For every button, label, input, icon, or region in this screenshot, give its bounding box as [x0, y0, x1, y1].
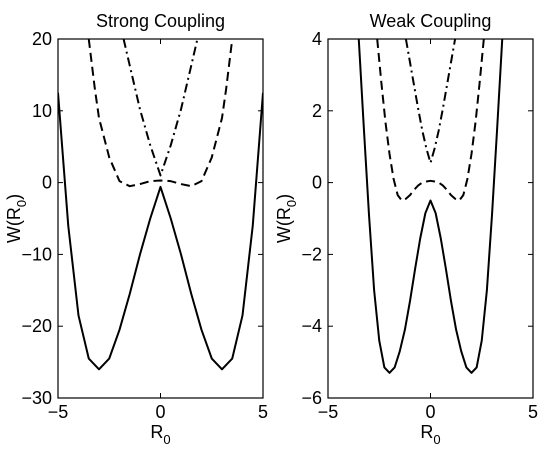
strong-series-dashdot-line	[122, 39, 199, 177]
strong-coupling-panel: −5 0 5 −30 −20 −10 0 10 20 Strong Coupling R0 W(R0)	[4, 11, 268, 447]
strong-y-tick-label: 10	[32, 101, 52, 121]
strong-series-dashed-line	[87, 39, 234, 188]
weak-axes-box	[327, 38, 534, 399]
strong-series-solid-line	[58, 92, 263, 371]
weak-y-tick-label: 2	[312, 101, 322, 121]
weak-x-tick-label: 0	[425, 402, 435, 422]
strong-series-group	[58, 39, 263, 371]
weak-x-tick-label: −5	[318, 402, 339, 422]
weak-x-axis-label: R0	[420, 422, 440, 447]
weak-series-dashed-line	[376, 39, 485, 202]
weak-chart-title: Weak Coupling	[370, 11, 492, 31]
strong-y-tick-label: −10	[21, 244, 52, 264]
strong-y-axis-label: W(R0)	[4, 194, 29, 243]
weak-y-tick-label: 0	[312, 173, 322, 193]
strong-y-tick-label: 0	[42, 173, 52, 193]
weak-y-tick-label: −2	[301, 244, 322, 264]
weak-y-tick-label: 4	[312, 29, 322, 49]
weak-x-tick-label: 5	[528, 402, 538, 422]
strong-y-tick-label: 20	[32, 29, 52, 49]
strong-x-tick-label: −5	[48, 402, 69, 422]
weak-series-dashdot-line	[404, 39, 457, 164]
strong-axes-box	[57, 38, 264, 399]
strong-chart-title: Strong Coupling	[96, 11, 225, 31]
strong-y-tick-label: −30	[21, 388, 52, 408]
weak-y-axis-label: W(R0)	[274, 194, 299, 243]
strong-y-tick-label: −20	[21, 316, 52, 336]
weak-series-solid-line	[357, 39, 504, 374]
weak-y-tick-label: −6	[301, 388, 322, 408]
weak-series-group	[357, 39, 504, 374]
weak-y-tick-label: −4	[301, 316, 322, 336]
strong-x-tick-label: 5	[258, 402, 268, 422]
strong-x-tick-label: 0	[155, 402, 165, 422]
strong-x-axis-label: R0	[150, 422, 170, 447]
weak-coupling-panel: −5 0 5 −6 −4 −2 0 2 4 Weak Coupling R0 W(R0)	[274, 11, 538, 447]
